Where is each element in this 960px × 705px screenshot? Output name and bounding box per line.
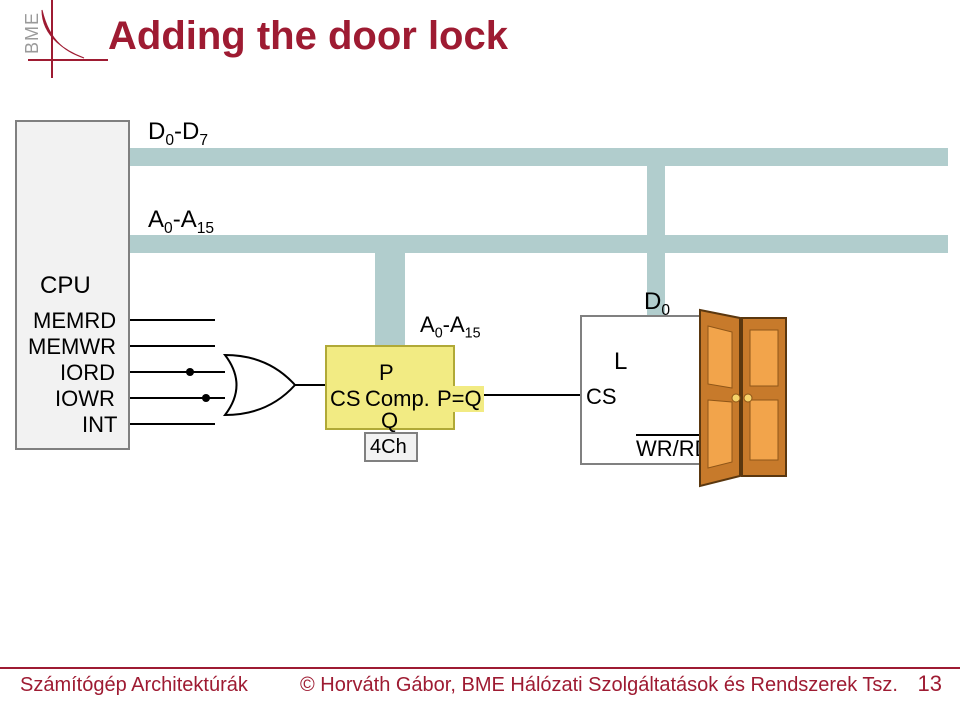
address-bus-label: A0-A15 <box>148 206 214 238</box>
comp-q: Q <box>381 408 398 434</box>
latch-l: L <box>614 348 627 376</box>
footer-divider <box>0 667 960 669</box>
footer-center: © Horváth Gábor, BME Hálózati Szolgáltat… <box>300 674 898 697</box>
comp-cs: CS <box>330 386 361 412</box>
address-bus <box>128 235 948 253</box>
page-title: Adding the door lock <box>108 14 508 59</box>
cpu-sig-memrd: MEMRD <box>33 308 116 334</box>
latch-d0: D0 <box>644 288 670 320</box>
data-bus <box>128 148 948 166</box>
cpu-sig-memwr: MEMWR <box>28 334 116 360</box>
comp-p: P <box>379 360 394 386</box>
const-4ch: 4Ch <box>370 436 407 459</box>
cpu-sig-iowr: IOWR <box>55 386 115 412</box>
footer-left: Számítógép Architektúrák <box>20 674 248 697</box>
cpu-title: CPU <box>40 272 91 300</box>
latch-cs: CS <box>586 384 617 410</box>
comp-addr-in: A0-A15 <box>420 312 481 341</box>
cpu-sig-int: INT <box>82 412 117 438</box>
data-bus-label: D0-D7 <box>148 118 208 150</box>
cpu-sig-iord: IORD <box>60 360 115 386</box>
addr-drop-comp <box>375 250 405 360</box>
signal-lines <box>0 0 960 705</box>
comp-pq: P=Q <box>435 386 484 412</box>
footer-page: 13 <box>918 671 942 697</box>
door-icon <box>680 300 800 500</box>
bme-logo <box>28 0 108 95</box>
